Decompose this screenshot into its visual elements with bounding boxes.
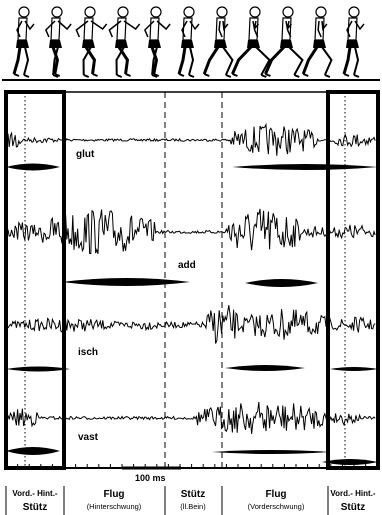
muscle-label-vast: vast <box>78 432 99 443</box>
trace-vast <box>7 402 376 434</box>
runner-figure <box>12 6 35 78</box>
activity-bar-isch-3 <box>330 367 378 371</box>
stance-box-left <box>4 90 66 470</box>
activity-bar-isch-1 <box>6 366 70 372</box>
muscle-label-add: add <box>178 260 196 271</box>
scale-bar-label: 100 ms <box>135 473 166 483</box>
activity-bar-isch-2 <box>225 365 305 371</box>
activity-bar-vast-2 <box>212 450 330 454</box>
time-ticks <box>5 464 378 468</box>
runner-figure <box>231 6 271 78</box>
trace-glut <box>7 122 376 156</box>
phase-label-5-main: Vord.- Hint.- <box>330 489 376 498</box>
activity-bar-vast-1 <box>6 447 60 455</box>
phase-label-2-main: Flug <box>103 489 124 500</box>
runner-figure <box>202 6 234 78</box>
activity-bar-add-2 <box>245 279 318 287</box>
muscle-label-glut: glut <box>76 149 95 160</box>
activity-bar-vast-3 <box>322 459 378 465</box>
runner-figure <box>75 6 108 78</box>
stance-box-right <box>326 90 380 470</box>
trace-isch <box>7 305 376 344</box>
activity-bars <box>6 163 378 465</box>
runner-figure <box>108 6 141 78</box>
phase-label-1-sub: Stütz <box>23 502 47 513</box>
activity-bar-glut-2 <box>232 164 378 170</box>
panel-frame <box>5 91 379 469</box>
phase-label-3-main: Stütz <box>181 489 205 500</box>
muscle-label-isch: isch <box>78 347 98 358</box>
runner-sequence <box>12 6 365 78</box>
runner-figure <box>301 6 333 78</box>
runner-figure <box>264 6 304 78</box>
runner-figure <box>342 6 365 78</box>
emg-traces <box>7 122 376 434</box>
phase-label-2-sub: (Hinterschwung) <box>87 502 142 511</box>
trace-add <box>7 208 376 255</box>
activity-bar-glut-1 <box>6 163 60 171</box>
runner-figure <box>44 6 72 78</box>
phase-label-3-sub: (ll.Bein) <box>180 502 206 511</box>
runner-figure <box>177 6 200 78</box>
activity-bar-add-1 <box>62 278 190 286</box>
phase-label-1-main: Vord.- Hint.- <box>12 489 58 498</box>
runner-figure <box>143 6 171 78</box>
phase-label-4-sub: (Vorderschwung) <box>248 502 305 511</box>
phase-label-4-main: Flug <box>265 489 286 500</box>
phase-label-5-sub: Stütz <box>341 502 365 513</box>
